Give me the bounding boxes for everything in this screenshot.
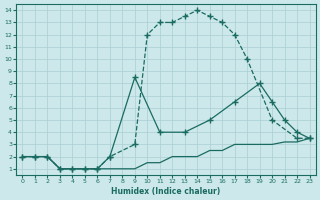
- X-axis label: Humidex (Indice chaleur): Humidex (Indice chaleur): [111, 187, 221, 196]
